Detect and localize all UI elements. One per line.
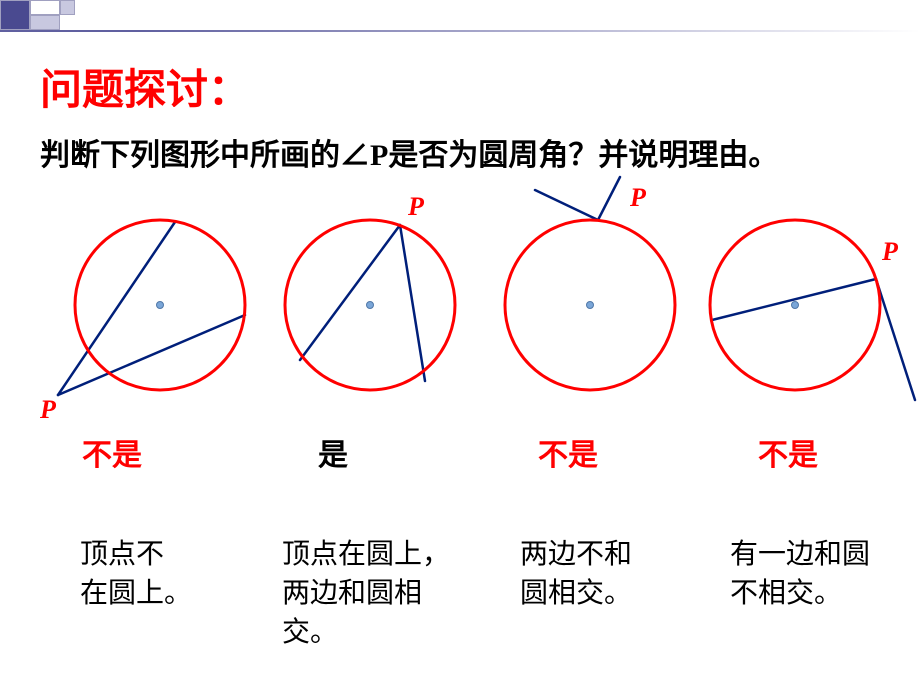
figure-svg	[40, 195, 250, 435]
answer-3: 不是	[538, 430, 598, 474]
label-p: P	[882, 237, 898, 267]
slide-question: 判断下列图形中所画的∠P是否为圆周角？并说明理由。	[40, 130, 778, 174]
angle-ray	[712, 279, 876, 320]
angle-ray	[598, 177, 620, 220]
decor-square	[60, 0, 75, 15]
decor-square	[30, 0, 60, 15]
header-divider	[0, 30, 920, 32]
figure-svg	[700, 195, 920, 455]
answer-1: 不是	[82, 430, 142, 474]
angle-ray	[876, 279, 915, 400]
circle-center-dot	[792, 302, 799, 309]
figure-1: P	[40, 195, 250, 435]
figure-3: P	[490, 195, 690, 435]
reason-1: 顶点不在圆上。	[80, 535, 230, 613]
decor-square	[30, 15, 60, 30]
figure-2: P	[270, 195, 470, 435]
reason-4: 有一边和圆不相交。	[730, 535, 910, 613]
decor-square	[0, 0, 30, 30]
figure-svg	[490, 195, 690, 435]
angle-ray	[400, 225, 425, 381]
angle-ray	[535, 190, 598, 220]
figure-svg	[270, 195, 470, 435]
reason-3: 两边不和圆相交。	[520, 535, 690, 613]
label-p: P	[408, 192, 424, 222]
slide-title: 问题探讨：	[40, 56, 250, 117]
angle-ray	[300, 225, 400, 360]
label-p: P	[40, 395, 56, 425]
label-p: P	[630, 183, 646, 213]
circle-center-dot	[587, 302, 594, 309]
answer-2: 是	[318, 430, 348, 474]
figure-4: P	[700, 195, 920, 455]
reason-2: 顶点在圆上，两边和圆相交。	[282, 535, 472, 653]
circle-center-dot	[157, 302, 164, 309]
answer-4: 不是	[758, 430, 818, 474]
circle-center-dot	[367, 302, 374, 309]
